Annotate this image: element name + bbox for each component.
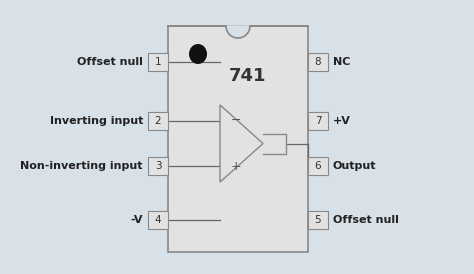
Text: Inverting input: Inverting input <box>50 116 143 126</box>
Text: 5: 5 <box>315 215 321 225</box>
Text: Output: Output <box>333 161 376 171</box>
Wedge shape <box>226 26 250 38</box>
Bar <box>148 157 168 175</box>
Bar <box>168 26 308 252</box>
Bar <box>308 53 328 71</box>
Bar <box>308 112 328 130</box>
Text: −: − <box>231 115 241 127</box>
Text: Offset null: Offset null <box>77 57 143 67</box>
Text: 1: 1 <box>155 57 161 67</box>
Bar <box>148 53 168 71</box>
Text: 7: 7 <box>315 116 321 126</box>
Text: -V: -V <box>130 215 143 225</box>
Text: +V: +V <box>333 116 351 126</box>
Bar <box>148 112 168 130</box>
Text: Non-inverting input: Non-inverting input <box>20 161 143 171</box>
Polygon shape <box>220 105 263 182</box>
Text: 4: 4 <box>155 215 161 225</box>
Text: 3: 3 <box>155 161 161 171</box>
Ellipse shape <box>189 44 207 64</box>
Text: NC: NC <box>333 57 350 67</box>
Text: 8: 8 <box>315 57 321 67</box>
Bar <box>308 157 328 175</box>
Bar <box>148 211 168 229</box>
Text: Offset null: Offset null <box>333 215 399 225</box>
Text: 2: 2 <box>155 116 161 126</box>
Text: +: + <box>231 160 241 173</box>
Text: 6: 6 <box>315 161 321 171</box>
Text: 741: 741 <box>229 67 267 85</box>
Bar <box>308 211 328 229</box>
Polygon shape <box>263 133 286 153</box>
